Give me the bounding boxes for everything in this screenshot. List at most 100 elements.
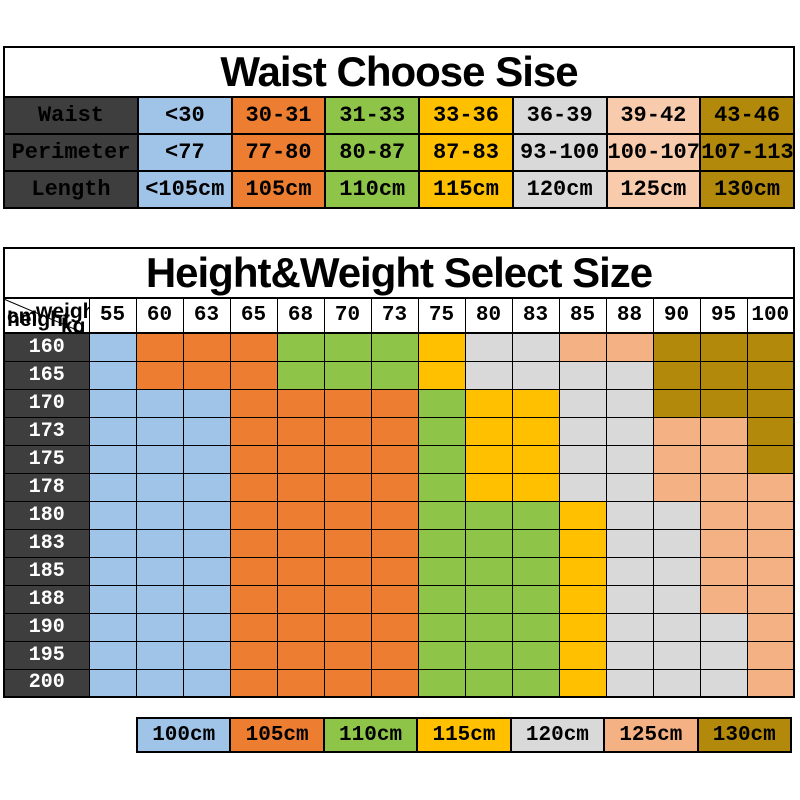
waist-value-cell: 33-36 [418,96,514,135]
size-cell-orange [370,556,419,586]
legend-item: 100cm [138,719,230,751]
size-cell-green [464,500,513,530]
legend-item: 110cm [322,719,417,751]
size-cell-gray [652,640,701,670]
size-cell-peach [605,332,654,362]
size-cell-green [276,332,325,362]
height-row-label: 180 [3,500,90,530]
size-cell-orange [229,556,278,586]
size-cell-green [511,528,560,558]
size-cell-yellow [558,668,607,698]
height-weight-table: Height&Weight Select Size cm weight heig… [3,247,795,698]
size-cell-gray [699,668,748,698]
size-cell-yellow [558,584,607,614]
height-row-label: 160 [3,332,90,362]
weight-header-cell: 75 [417,297,466,334]
size-cell-yellow [558,528,607,558]
size-cell-orange [182,360,231,390]
size-cell-green [417,472,466,502]
size-cell-orange [370,500,419,530]
size-cell-orange [276,472,325,502]
legend-item: 105cm [229,719,323,751]
size-cell-peach [558,332,607,362]
size-cell-gray [558,360,607,390]
size-cell-green [511,612,560,642]
size-cell-peach [652,444,701,474]
size-cell-green [370,332,419,362]
waist-table-title: Waist Choose Sise [3,46,795,98]
size-cell-gray [652,668,701,698]
size-cell-blue [88,640,137,670]
size-cell-peach [746,584,795,614]
legend-item: 115cm [416,719,510,751]
size-cell-orange [323,640,372,670]
legend-item: 125cm [603,719,697,751]
size-cell-blue [88,668,137,698]
size-cell-orange [276,584,325,614]
size-cell-orange [276,668,325,698]
size-cell-gray [605,556,654,586]
size-cell-orange [229,612,278,642]
size-cell-blue [135,556,184,586]
weight-axis-label: weight [36,300,88,323]
waist-value-cell: 125cm [605,170,702,209]
size-cell-orange [323,500,372,530]
size-cell-green [417,416,466,446]
waist-value-cell: 39-42 [605,96,702,135]
legend-item: 120cm [509,719,604,751]
weight-unit-label: kg [60,315,86,333]
waist-value-cell: 36-39 [511,96,608,135]
waist-value-cell: 107-113 [699,133,795,172]
size-cell-orange [323,388,372,418]
size-cell-orange [370,416,419,446]
size-cell-gold [746,444,795,474]
size-cell-peach [746,668,795,698]
size-cell-gray [511,332,560,362]
size-cell-orange [323,444,372,474]
size-cell-gray [558,472,607,502]
size-cell-gray [605,612,654,642]
size-cell-gold [746,388,795,418]
size-cell-orange [323,584,372,614]
size-cell-orange [182,332,231,362]
weight-header-cell: 60 [135,297,184,334]
height-unit-label: cm [7,305,38,328]
size-cell-green [417,444,466,474]
size-cell-peach [699,528,748,558]
size-cell-orange [229,444,278,474]
size-cell-yellow [558,556,607,586]
size-cell-blue [135,528,184,558]
size-cell-blue [135,500,184,530]
size-cell-green [417,612,466,642]
size-cell-green [511,668,560,698]
waist-row-label: Waist [3,96,139,135]
size-cell-orange [276,444,325,474]
size-cell-peach [699,556,748,586]
size-cell-orange [135,360,184,390]
waist-value-cell: 30-31 [230,96,327,135]
height-weight-table-title: Height&Weight Select Size [3,247,795,299]
size-cell-peach [652,472,701,502]
weight-header-cell: 80 [464,297,513,334]
size-cell-orange [229,472,278,502]
size-cell-green [417,528,466,558]
size-cell-blue [135,472,184,502]
size-cell-blue [135,416,184,446]
size-cell-gray [511,360,560,390]
size-cell-blue [182,668,231,698]
weight-header-cell: 95 [699,297,748,334]
size-cell-yellow [558,500,607,530]
size-cell-green [417,668,466,698]
size-cell-blue [135,584,184,614]
height-axis-label: height [7,308,70,331]
size-cell-green [276,360,325,390]
size-cell-gold [746,360,795,390]
size-cell-green [464,528,513,558]
size-cell-orange [276,388,325,418]
size-cell-peach [746,612,795,642]
size-cell-green [511,500,560,530]
size-cell-gray [652,584,701,614]
size-cell-gray [699,640,748,670]
size-cell-orange [229,528,278,558]
size-cell-gray [605,500,654,530]
